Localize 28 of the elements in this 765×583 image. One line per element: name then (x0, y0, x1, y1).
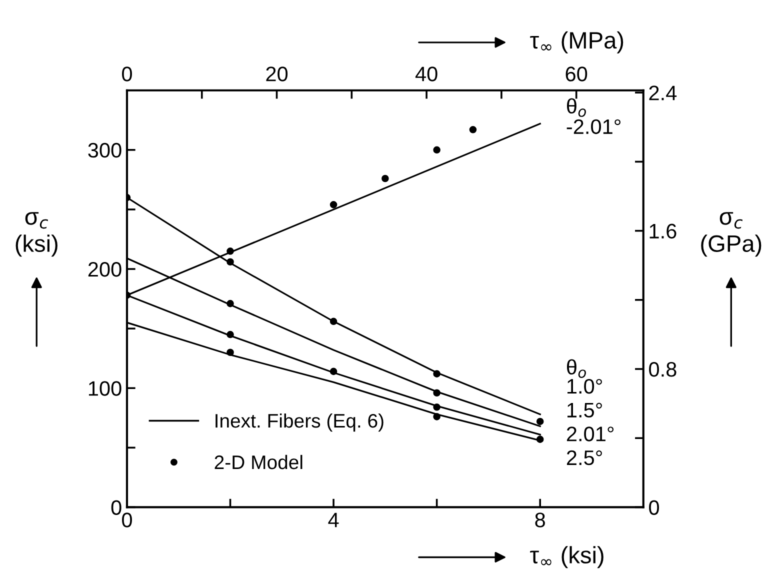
x-tick-label: 0 (122, 512, 132, 528)
x-tick-label: 8 (535, 512, 545, 528)
x2-tick-label: 60 (566, 66, 588, 82)
y-tick-label: 100 (88, 381, 122, 396)
x2-tick-label: 20 (266, 66, 288, 82)
y2-axis-title: σ$_{c}$ (GPa) (701, 212, 762, 257)
y-axis-title: σ$_{c}$ (ksi) (16, 212, 58, 257)
legend-label: 2-D Model (214, 454, 302, 470)
series-label: 2.5° (566, 450, 602, 466)
y2-tick-label: 2.4 (649, 86, 677, 100)
y2-tick-label: 0.8 (649, 362, 676, 377)
series-label: 1.5° (567, 402, 602, 418)
y2-tick-label: 1.6 (650, 224, 676, 239)
series-label: 1.0° (567, 378, 602, 394)
y-tick-label: 200 (88, 262, 122, 277)
x2-tick-label: 0 (122, 66, 132, 82)
x-axis-title: τ$_{∞}$ (ksi) (530, 546, 604, 568)
x-tick-label: 4 (328, 512, 339, 528)
series-label: 2.01° (566, 426, 614, 442)
y2-tick-label: 0 (649, 500, 659, 515)
x2-tick-label: 40 (415, 66, 438, 82)
y-tick-label: 0 (111, 500, 122, 515)
legend-title: θ$_{o}$ (566, 98, 586, 117)
text: θ$_{o}$ (566, 359, 586, 378)
series-label: -2.01° (566, 119, 620, 134)
annotation: Inext. Fibers (Eq. 6) (216, 413, 384, 432)
y-tick-label: 300 (88, 142, 122, 158)
x2-axis-title: τ$_{∞}$ (MPa) (530, 31, 624, 54)
